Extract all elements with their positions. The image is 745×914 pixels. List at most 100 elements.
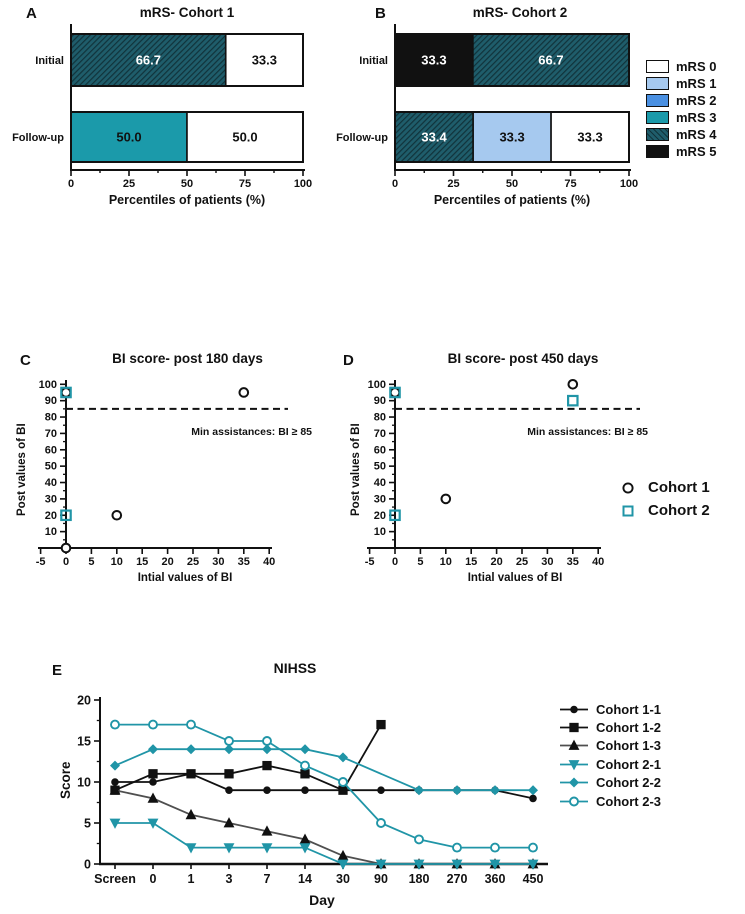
panel-e: 0 5 10 15 20 Screen 0 1 3 7 14 30 90 180 270 360 450 E N… [30,640,745,914]
bar-segment [395,34,473,86]
marker [149,778,157,786]
mrs-legend-item: mRS 1 [646,75,716,92]
marker [261,843,273,854]
marker [147,792,159,803]
mrs-legend-label: mRS 2 [676,93,717,108]
chart-text: 50 [374,461,386,473]
chart-text: 5 [417,556,423,568]
panel-a-xlabel: Percentiles of patients (%) [108,193,266,207]
chart-text: 90 [374,395,386,407]
chart-text: 50.0 [232,130,257,145]
panel-d: 10 20 30 40 50 60 70 80 90 100 -5 0 5 10 15 20 25 30 35 40 … [330,330,745,590]
cohort-legend-label: Cohort 2 [648,502,710,519]
bar-segment [551,112,629,162]
chart-text: 14 [298,872,312,886]
marker [452,842,462,853]
panel-c-ylabel: Post values of BI [16,423,28,517]
nihss-legend-item: Cohort 1-1 [558,700,661,718]
panel-d-annotation: Min assistances: BI ≥ 85 [527,426,648,438]
chart-text: 10 [45,526,57,538]
chart-text: 80 [374,412,386,424]
square-marker-icon [622,505,634,516]
marker [301,786,309,794]
marker [223,843,235,854]
chart-text: 90 [374,872,388,886]
marker [568,759,580,771]
triangle-up-marker-icon [560,740,588,751]
chart-text: 5 [88,556,94,568]
marker [223,817,235,828]
chart-shape [394,33,630,87]
marker [451,785,463,796]
chart-text: 50.0 [116,130,141,145]
panel-label-d: D [343,352,354,369]
cohort-legend-item: Cohort 1 [618,476,710,499]
cohort-legend-label: Cohort 1 [648,479,710,496]
marker [263,786,271,794]
panel-d-ylabel: Post values of BI [350,423,362,517]
chart-text: 100 [368,379,386,391]
chart-text: 33.3 [577,130,602,145]
bar-segment [225,34,303,86]
chart-text: 70 [45,428,57,440]
marker [569,796,579,807]
chart-text: 40 [45,477,57,489]
marker [375,859,387,870]
marker [490,842,500,853]
data-point [389,509,401,522]
data-point [389,386,401,399]
marker [147,744,159,755]
chart-text: 450 [523,872,544,886]
chart-text: 33.4 [421,130,447,145]
chart-text: 33.3 [252,53,277,68]
chart-text: 90 [45,395,57,407]
nihss-legend-item: Cohort 2-3 [558,792,661,810]
chart-text: 66.7 [538,53,563,68]
chart-text: 0 [68,178,74,190]
marker [300,769,310,779]
data-point [440,493,452,505]
panel-c: 10 20 30 40 50 60 70 80 90 100 -5 0 5 10 15 20 25 30 35 40 … [0,330,372,590]
panel-b-title: mRS- Cohort 2 [472,5,568,20]
panel-b-xlabel: Percentiles of patients (%) [433,193,591,207]
mrs-swatch [646,77,669,90]
marker [111,778,119,786]
nihss-legend-item: Cohort 1-3 [558,737,661,755]
circle-marker-icon [560,705,588,713]
chart-text: 50 [506,178,518,190]
chart-text: 20 [45,510,57,522]
marker [262,760,272,771]
panel-label-b: B [375,5,386,22]
chart-shape [70,111,304,163]
chart-text: 33.3 [499,130,524,145]
chart-text: 40 [374,477,386,489]
mrs-legend: mRS 0 mRS 1 mRS 2 mRS 3 mRS 4 mRS 5 [646,58,716,160]
chart-text: 100 [294,178,312,190]
nihss-legend-label: Cohort 1-3 [596,738,661,754]
nihss-legend-item: Cohort 2-2 [558,774,661,792]
marker [109,784,121,795]
mrs-swatch [646,111,669,124]
marker [527,785,539,796]
data-point [238,387,250,398]
circle-marker-icon [622,481,634,494]
mrs-swatch [646,60,669,73]
panel-c-annotation: Min assistances: BI ≥ 85 [191,426,312,438]
marker [376,818,386,828]
chart-text: 75 [239,178,251,190]
bi-450-chart: 10 20 30 40 50 60 70 80 90 100 -5 0 5 10 15 20 25 30 35 40 [365,379,640,568]
chart-text: 10 [440,556,452,568]
chart-text: 25 [516,556,528,568]
marker [489,785,501,796]
marker [186,769,196,779]
mrs-swatch [646,128,669,141]
data-point [60,542,72,554]
marker [109,760,121,771]
chart-text: 20 [161,556,173,568]
panel-c-xlabel: Intial values of BI [137,572,233,584]
chart-text: 66.7 [136,53,161,68]
bar-segment [71,112,187,162]
chart-text: 20 [490,556,502,568]
diamond-marker-icon [560,777,588,788]
